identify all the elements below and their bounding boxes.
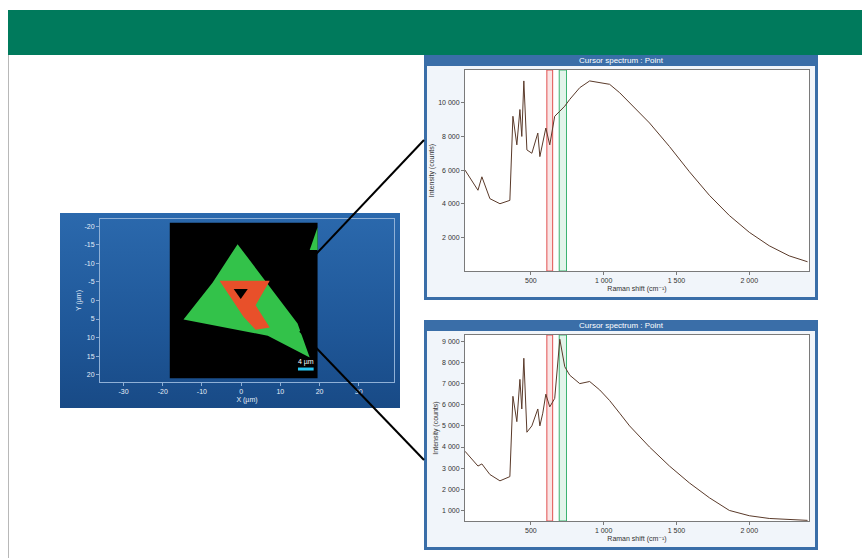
svg-text:8 000: 8 000 (442, 359, 460, 366)
svg-text:2 000: 2 000 (442, 234, 460, 241)
svg-text:-30: -30 (118, 388, 128, 395)
svg-text:X (µm): X (µm) (236, 396, 257, 404)
html-text:Cursor spectrum : Point: Cursor spectrum : Point (579, 56, 663, 65)
svg-text:9 000: 9 000 (442, 338, 460, 345)
svg-text:15: 15 (87, 353, 95, 360)
svg-text:5: 5 (91, 315, 95, 322)
svg-text:-20: -20 (84, 223, 94, 230)
svg-text:4 000: 4 000 (442, 200, 460, 207)
svg-text:Intensity (counts): Intensity (counts) (432, 401, 440, 454)
svg-text:Y (µm): Y (µm) (75, 290, 83, 311)
svg-text:500: 500 (525, 277, 537, 284)
svg-text:0: 0 (239, 388, 243, 395)
svg-text:20: 20 (316, 388, 324, 395)
svg-text:2 000: 2 000 (442, 486, 460, 493)
svg-text:0: 0 (91, 297, 95, 304)
svg-text:7 000: 7 000 (442, 380, 460, 387)
svg-text:1 500: 1 500 (668, 527, 686, 534)
svg-text:-20: -20 (158, 388, 168, 395)
svg-text:2 000: 2 000 (741, 527, 759, 534)
svg-text:-15: -15 (84, 241, 94, 248)
svg-text:3 000: 3 000 (442, 465, 460, 472)
svg-text:6 000: 6 000 (442, 401, 460, 408)
svg-text:20: 20 (87, 371, 95, 378)
svg-text:4 µm: 4 µm (298, 358, 314, 366)
svg-text:Intensity (counts): Intensity (counts) (428, 144, 436, 197)
svg-text:5 000: 5 000 (442, 422, 460, 429)
svg-text:10: 10 (87, 334, 95, 341)
svg-text:Raman shift (cm⁻¹): Raman shift (cm⁻¹) (607, 285, 666, 293)
svg-text:1 000: 1 000 (595, 527, 613, 534)
svg-text:1 000: 1 000 (595, 277, 613, 284)
svg-text:1 000: 1 000 (442, 507, 460, 514)
html-text:Cursor spectrum : Point: Cursor spectrum : Point (579, 321, 663, 330)
svg-text:500: 500 (525, 527, 537, 534)
svg-text:8 000: 8 000 (442, 133, 460, 140)
svg-text:2 000: 2 000 (741, 277, 759, 284)
svg-text:Raman shift (cm⁻¹): Raman shift (cm⁻¹) (607, 535, 666, 543)
svg-text:-10: -10 (197, 388, 207, 395)
svg-text:4 000: 4 000 (442, 443, 460, 450)
svg-text:30: 30 (355, 388, 363, 395)
svg-text:6 000: 6 000 (442, 167, 460, 174)
svg-text:10: 10 (276, 388, 284, 395)
svg-text:-10: -10 (84, 260, 94, 267)
svg-text:-5: -5 (88, 278, 94, 285)
svg-text:10 000: 10 000 (438, 99, 460, 106)
svg-text:1 500: 1 500 (668, 277, 686, 284)
